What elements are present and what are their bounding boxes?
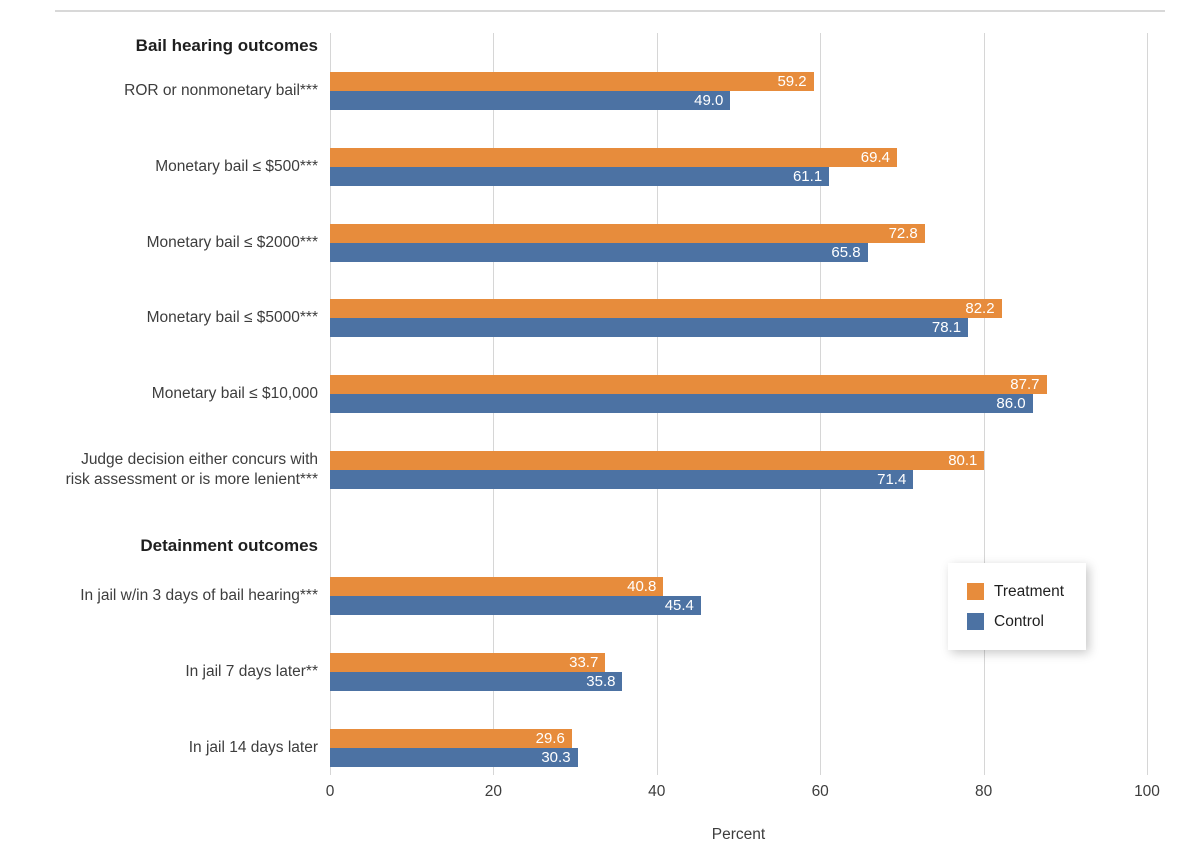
- gridline-100: [1147, 33, 1148, 775]
- legend: Treatment Control: [948, 563, 1086, 650]
- x-tick-label-60: 60: [811, 783, 829, 800]
- bar-treatment: 29.6: [330, 728, 572, 748]
- bar-control: 71.4: [330, 470, 914, 489]
- category-label: ROR or nonmonetary bail***: [124, 82, 318, 99]
- bar-control: 30.3: [330, 747, 578, 767]
- bar-value-label: 40.8: [627, 578, 657, 595]
- bar-value-label: 30.3: [541, 748, 571, 766]
- legend-label-control: Control: [994, 612, 1044, 630]
- treatment-swatch-icon: [967, 583, 984, 600]
- category-label: In jail 7 days later**: [185, 662, 318, 680]
- x-tick-label-0: 0: [325, 783, 335, 800]
- category-label: In jail w/in 3 days of bail hearing***: [80, 587, 318, 604]
- bar-control: 78.1: [330, 318, 969, 338]
- bar-control: 35.8: [330, 671, 623, 691]
- bar-value-label: 86.0: [996, 395, 1026, 413]
- bar-treatment: 40.8: [330, 577, 664, 596]
- category-label: Monetary bail ≤ $500***: [155, 157, 318, 175]
- x-tick-label-20: 20: [484, 783, 503, 800]
- x-tick-label-80: 80: [974, 783, 993, 800]
- category-label: Monetary bail ≤ $5000***: [146, 309, 318, 327]
- bar-value-label: 59.2: [777, 73, 807, 90]
- bar-value-label: 33.7: [569, 653, 599, 671]
- bar-value-label: 61.1: [792, 167, 823, 185]
- bar-control: 61.1: [330, 166, 830, 186]
- bar-treatment: 33.7: [330, 652, 606, 672]
- bar-value-label: 45.4: [664, 597, 694, 614]
- x-tick-label-40: 40: [648, 783, 666, 800]
- bar-value-label: 80.1: [948, 452, 978, 469]
- legend-label-treatment: Treatment: [994, 582, 1065, 600]
- bar-value-label: 65.8: [831, 243, 861, 261]
- bar-value-label: 69.4: [860, 148, 890, 166]
- bar-value-label: 35.8: [586, 672, 616, 690]
- section-header: Detainment outcomes: [140, 536, 318, 555]
- category-label: Monetary bail ≤ $10,000: [151, 385, 318, 403]
- category-label: Judge decision either concurs with risk …: [65, 451, 318, 488]
- bar-value-label: 82.2: [965, 300, 995, 318]
- bar-treatment: 82.2: [330, 299, 1002, 319]
- section-header: Bail hearing outcomes: [135, 36, 318, 55]
- control-swatch-icon: [967, 613, 984, 630]
- bar-control: 49.0: [330, 91, 731, 110]
- legend-item-treatment: Treatment: [967, 583, 1086, 601]
- bar-value-label: 49.0: [694, 92, 724, 109]
- bar-treatment: 80.1: [330, 451, 985, 470]
- bar-control: 45.4: [330, 596, 701, 615]
- legend-item-control: Control: [967, 613, 1086, 631]
- bar-value-label: 71.4: [877, 471, 907, 488]
- x-axis-title: Percent: [711, 826, 766, 843]
- bar-value-label: 87.7: [1010, 376, 1040, 394]
- category-label: In jail 14 days later: [188, 738, 318, 756]
- bar-treatment: 72.8: [330, 223, 925, 243]
- bar-value-label: 72.8: [888, 224, 918, 242]
- top-divider: [55, 10, 1165, 12]
- bar-treatment: 87.7: [330, 375, 1047, 395]
- category-label: Monetary bail ≤ $2000***: [146, 233, 318, 251]
- bar-value-label: 29.6: [535, 729, 565, 747]
- bar-treatment: 59.2: [330, 72, 814, 91]
- x-tick-label-100: 100: [1134, 783, 1160, 800]
- bar-control: 86.0: [330, 394, 1033, 414]
- bar-control: 65.8: [330, 242, 868, 262]
- bar-treatment: 69.4: [330, 147, 897, 167]
- bar-value-label: 78.1: [931, 319, 962, 337]
